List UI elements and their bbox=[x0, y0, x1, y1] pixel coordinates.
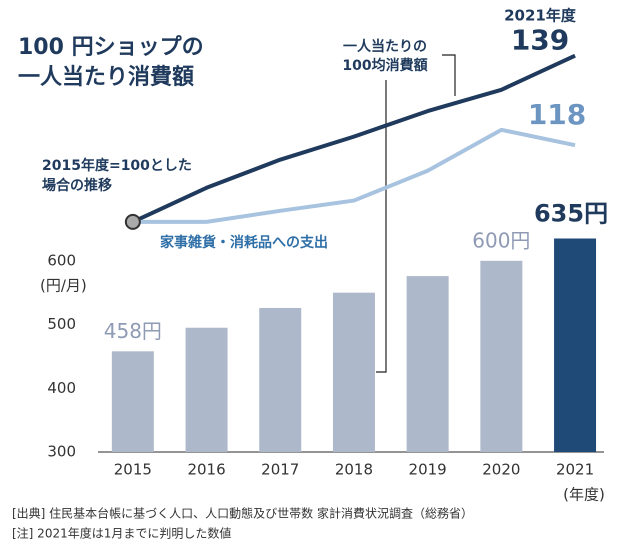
data-label: 600円 bbox=[472, 228, 530, 252]
y-tick-label: 400 bbox=[47, 379, 76, 397]
series-label: 家事雑貨・消耗品への支出 bbox=[160, 234, 328, 251]
x-tick-label: 2019 bbox=[409, 461, 447, 479]
bar bbox=[406, 276, 449, 452]
y-axis-label: (円/月) bbox=[40, 277, 87, 295]
x-tick-label: 2016 bbox=[187, 461, 225, 479]
x-tick-label: 2021 bbox=[556, 461, 594, 479]
bar bbox=[554, 238, 597, 452]
x-axis-unit: (年度) bbox=[563, 486, 605, 504]
data-label: 139 bbox=[511, 24, 569, 57]
bar bbox=[480, 260, 523, 452]
footnote: [注] 2021年度は1月までに判明した数値 bbox=[12, 526, 231, 541]
chart-title: 100 円ショップの一人当たり消費額 bbox=[18, 35, 204, 90]
leader-line bbox=[376, 80, 387, 373]
y-tick-label: 300 bbox=[47, 443, 76, 461]
bar bbox=[111, 351, 154, 452]
bar bbox=[259, 307, 302, 452]
start-marker bbox=[124, 213, 141, 230]
leader-line bbox=[442, 54, 456, 96]
data-label: 458円 bbox=[104, 319, 162, 343]
line bbox=[132, 127, 576, 224]
data-label: 635円 bbox=[534, 200, 608, 228]
data-label: 118 bbox=[528, 98, 586, 131]
series-label: 一人当たりの 100均消費額 bbox=[342, 38, 427, 74]
footnote: [出典] 住民基本台帳に基づく人口、人口動態及び世帯数 家計消費状況調査（総務省… bbox=[12, 506, 473, 521]
y-tick-label: 600 bbox=[47, 251, 76, 269]
bar bbox=[185, 327, 228, 452]
y-tick-label: 500 bbox=[47, 315, 76, 333]
x-tick-label: 2015 bbox=[114, 461, 152, 479]
line bbox=[132, 53, 576, 224]
bar bbox=[332, 292, 375, 452]
x-tick-label: 2020 bbox=[482, 461, 520, 479]
annotation: 2021年度 bbox=[504, 7, 577, 25]
x-tick-label: 2017 bbox=[261, 461, 299, 479]
annotation: 2015年度=100とした場合の推移 bbox=[42, 157, 192, 194]
x-tick-label: 2018 bbox=[335, 461, 373, 479]
